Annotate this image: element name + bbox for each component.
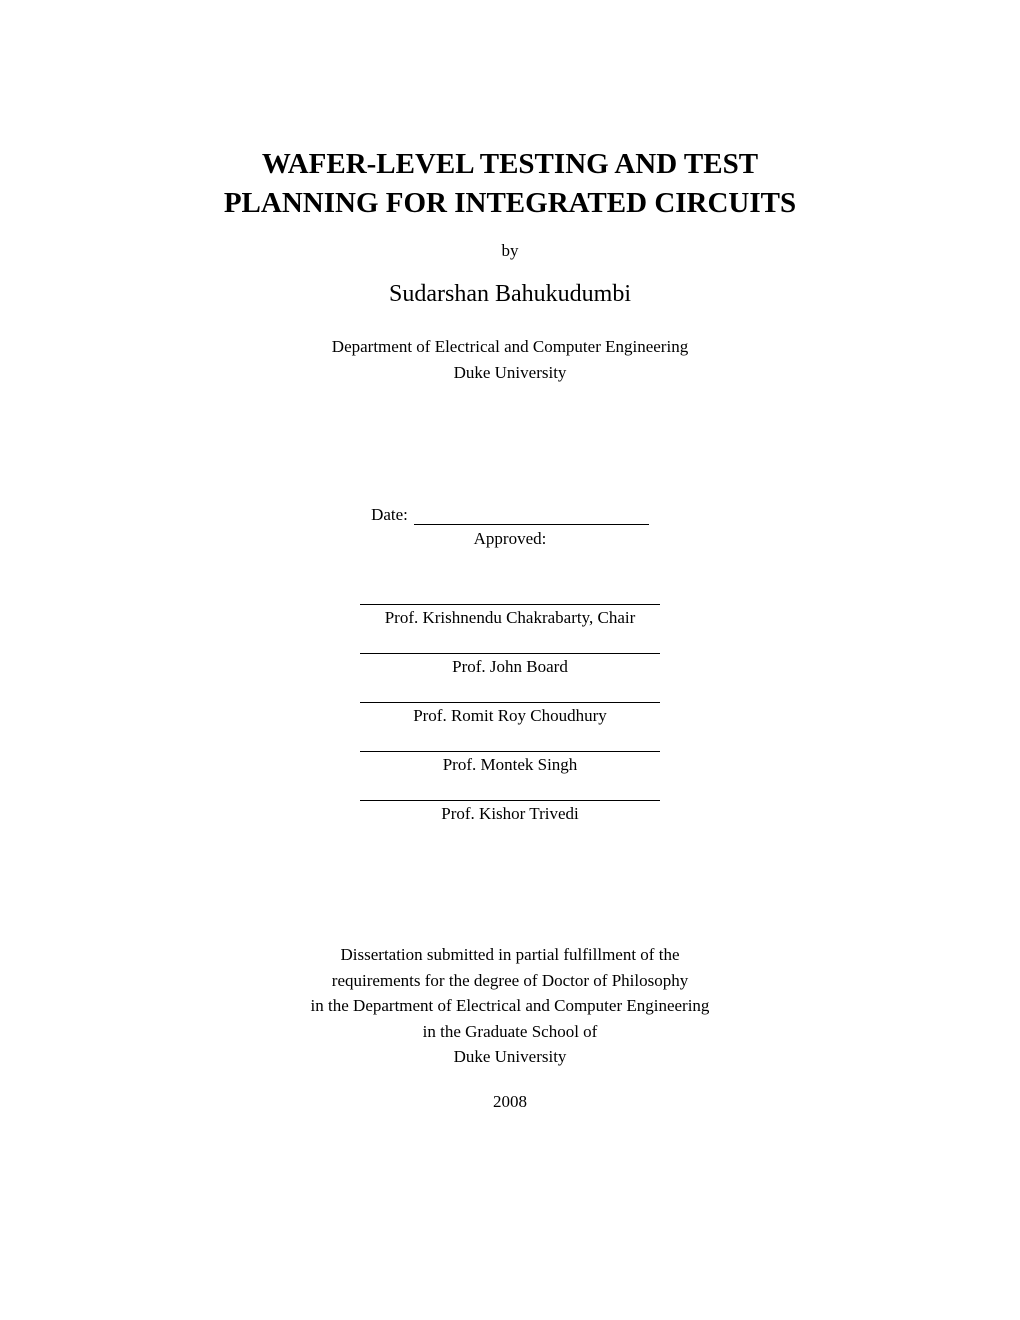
signature-entry: Prof. John Board xyxy=(360,653,660,702)
statement-line: requirements for the degree of Doctor of… xyxy=(0,968,1020,994)
signature-entry: Prof. Krishnendu Chakrabarty, Chair xyxy=(360,604,660,653)
statement-line: in the Graduate School of xyxy=(0,1019,1020,1045)
committee-member: Prof. Romit Roy Choudhury xyxy=(360,703,660,751)
committee-member: Prof. Montek Singh xyxy=(360,752,660,800)
submission-statement: Dissertation submitted in partial fulfil… xyxy=(0,942,1020,1070)
committee-member-chair: Prof. Krishnendu Chakrabarty, Chair xyxy=(360,605,660,653)
statement-line: Dissertation submitted in partial fulfil… xyxy=(0,942,1020,968)
title-line-2: PLANNING FOR INTEGRATED CIRCUITS xyxy=(0,184,1020,223)
department-name: Department of Electrical and Computer En… xyxy=(0,334,1020,360)
committee-member: Prof. John Board xyxy=(360,654,660,702)
committee-signatures: Prof. Krishnendu Chakrabarty, Chair Prof… xyxy=(0,604,1020,824)
author-name: Sudarshan Bahukudumbi xyxy=(0,281,1020,308)
statement-line: Duke University xyxy=(0,1044,1020,1070)
by-label: by xyxy=(0,241,1020,261)
statement-line: in the Department of Electrical and Comp… xyxy=(0,993,1020,1019)
signature-entry: Prof. Romit Roy Choudhury xyxy=(360,702,660,751)
date-label: Date: xyxy=(371,505,408,525)
committee-member: Prof. Kishor Trivedi xyxy=(360,801,660,824)
affiliation: Department of Electrical and Computer En… xyxy=(0,334,1020,385)
dissertation-title: WAFER-LEVEL TESTING AND TEST PLANNING FO… xyxy=(0,145,1020,223)
date-signature-line xyxy=(414,507,649,526)
approved-label: Approved: xyxy=(0,529,1020,549)
signature-entry: Prof. Kishor Trivedi xyxy=(360,800,660,824)
title-page: WAFER-LEVEL TESTING AND TEST PLANNING FO… xyxy=(0,0,1020,1320)
date-row: Date: xyxy=(0,505,1020,525)
signature-entry: Prof. Montek Singh xyxy=(360,751,660,800)
title-line-1: WAFER-LEVEL TESTING AND TEST xyxy=(0,145,1020,184)
university-name: Duke University xyxy=(0,360,1020,386)
year: 2008 xyxy=(0,1092,1020,1112)
